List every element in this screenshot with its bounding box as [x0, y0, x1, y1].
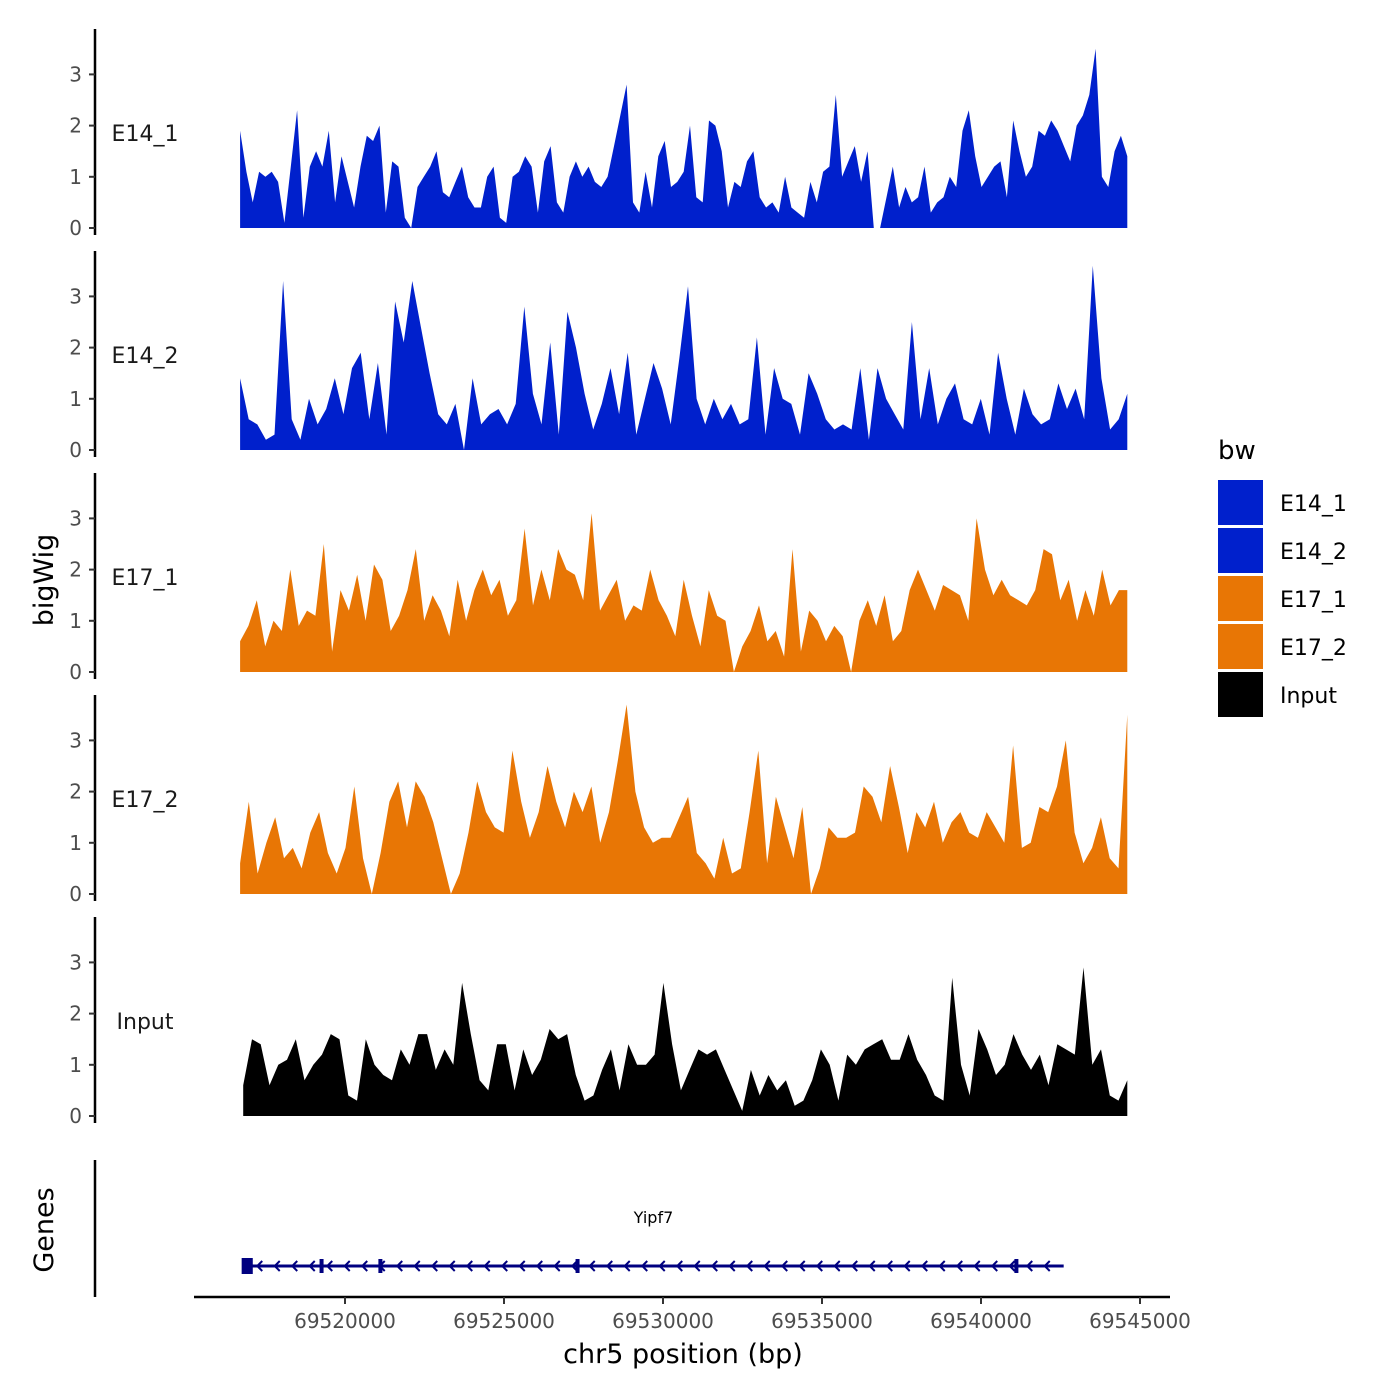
exon — [378, 1259, 382, 1273]
track-label: E14_2 — [112, 344, 179, 369]
legend-title: bw — [1218, 436, 1256, 466]
legend: bw E14_1 E14_2 E17_1 E17_2 Input — [1218, 436, 1347, 717]
y-tick-label: 1 — [69, 1053, 82, 1077]
panel-input: 0 1 2 3 Input — [69, 917, 1127, 1128]
y-tick-label: 3 — [69, 284, 82, 308]
legend-swatch — [1218, 624, 1263, 669]
panel-e14_1: 0 1 2 3 E14_1 — [69, 29, 1127, 240]
y-tick-label: 3 — [69, 728, 82, 752]
legend-swatch — [1218, 528, 1263, 573]
area-e14_2 — [240, 266, 1127, 450]
legend-swatch — [1218, 672, 1263, 717]
y-tick-label: 3 — [69, 506, 82, 530]
y-tick-label: 3 — [69, 950, 82, 974]
y-tick-label: 0 — [69, 660, 82, 684]
track-label: E17_1 — [112, 566, 179, 591]
x-tick-label: 69540000 — [930, 1309, 1032, 1333]
x-axis-title: chr5 position (bp) — [563, 1339, 803, 1370]
area-e14_1 — [240, 49, 1127, 228]
chart: 0 1 2 3 E14_1 0 1 2 3 E14_2 0 1 2 3 E17_1 0 1 2 3 E17_2 0 1 2 3… — [0, 0, 1400, 1400]
panel-e17_1: 0 1 2 3 E17_1 — [69, 473, 1127, 684]
track-label: E17_2 — [112, 788, 179, 813]
legend-label: Input — [1280, 684, 1337, 709]
x-tick-label: 69535000 — [771, 1309, 873, 1333]
area-input — [243, 968, 1127, 1117]
x-tick-label: 69520000 — [294, 1309, 396, 1333]
y-axis-title: bigWig — [29, 534, 60, 627]
y-tick-label: 3 — [69, 62, 82, 86]
x-tick-label: 69525000 — [453, 1309, 555, 1333]
exon — [576, 1259, 580, 1273]
panel-e14_2: 0 1 2 3 E14_2 — [69, 251, 1127, 462]
y-tick-label: 2 — [69, 1002, 82, 1026]
y-tick-label: 2 — [69, 780, 82, 804]
y-tick-label: 2 — [69, 114, 82, 138]
x-tick-label: 69545000 — [1089, 1309, 1191, 1333]
y-tick-label: 0 — [69, 882, 82, 906]
exon — [1014, 1259, 1018, 1273]
y-tick-label: 2 — [69, 558, 82, 582]
y-tick-label: 2 — [69, 336, 82, 360]
legend-swatch — [1218, 480, 1263, 525]
y-tick-label: 1 — [69, 387, 82, 411]
gene-label: Yipf7 — [633, 1208, 674, 1227]
legend-label: E14_2 — [1280, 540, 1347, 565]
genes-axis-title: Genes — [29, 1187, 60, 1272]
area-e17_1 — [240, 513, 1127, 672]
exon — [242, 1258, 253, 1274]
legend-label: E14_1 — [1280, 492, 1347, 517]
area-e17_2 — [240, 705, 1127, 894]
legend-label: E17_1 — [1280, 588, 1347, 613]
y-tick-label: 1 — [69, 165, 82, 189]
y-tick-label: 1 — [69, 831, 82, 855]
track-label: E14_1 — [112, 122, 179, 147]
legend-swatch — [1218, 576, 1263, 621]
y-tick-label: 0 — [69, 438, 82, 462]
x-axis: 69520000 69525000 69530000 69535000 69540000… — [194, 1297, 1191, 1333]
track-label: Input — [117, 1010, 174, 1035]
gene-track: Yipf7 — [95, 1160, 1064, 1297]
legend-label: E17_2 — [1280, 636, 1347, 661]
y-tick-label: 0 — [69, 1104, 82, 1128]
panel-e17_2: 0 1 2 3 E17_2 — [69, 695, 1127, 906]
bigwig-panels: 0 1 2 3 E14_1 0 1 2 3 E14_2 0 1 2 3 E17_1 0 1 2 3 E17_2 0 1 2 3… — [69, 29, 1127, 1128]
x-tick-label: 69530000 — [612, 1309, 714, 1333]
y-tick-label: 1 — [69, 609, 82, 633]
exon — [320, 1259, 324, 1273]
y-tick-label: 0 — [69, 216, 82, 240]
